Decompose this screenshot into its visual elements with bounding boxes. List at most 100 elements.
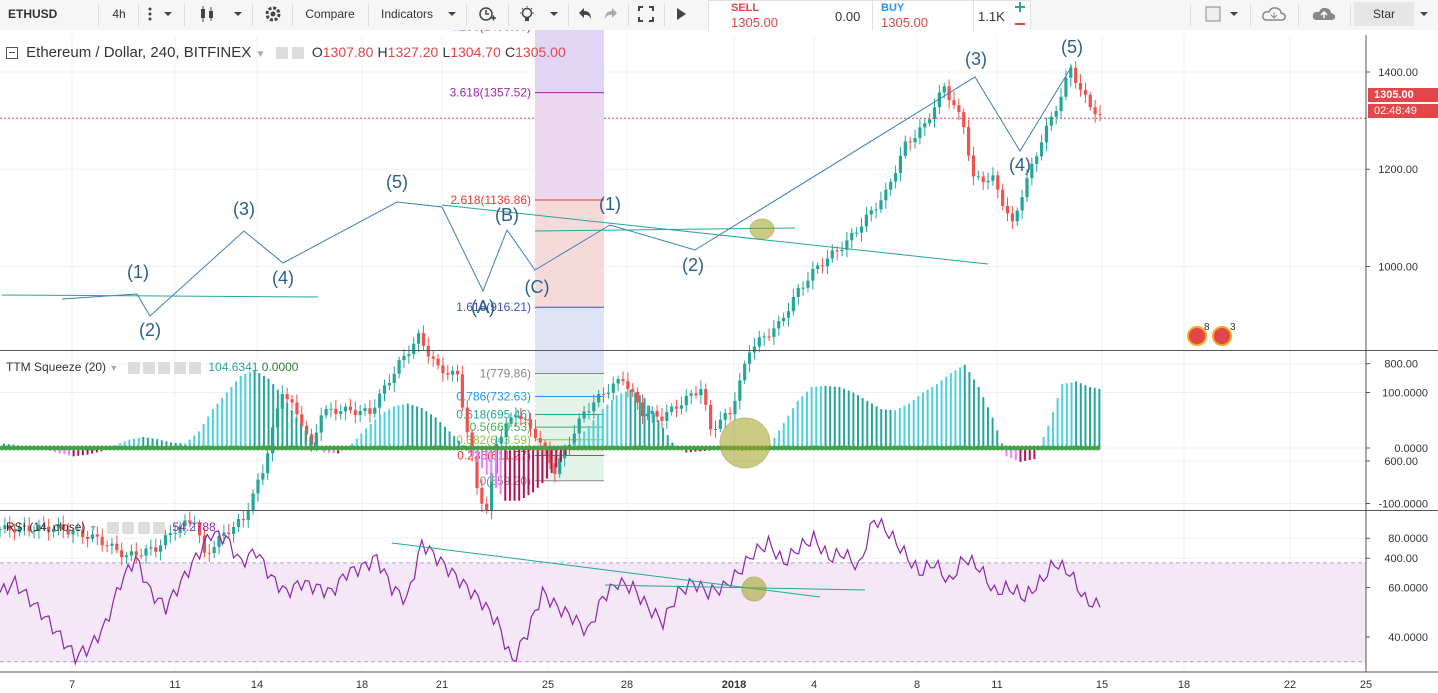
candle-body bbox=[86, 537, 90, 539]
pane-divider[interactable] bbox=[0, 510, 1438, 511]
star-button[interactable]: Star bbox=[1354, 2, 1414, 26]
dots-icon[interactable] bbox=[142, 2, 158, 26]
candle-body bbox=[981, 176, 985, 183]
squeeze-dot bbox=[435, 445, 441, 451]
chevron-down-icon[interactable]: ▼ bbox=[88, 523, 98, 533]
pane-divider[interactable] bbox=[0, 350, 1438, 351]
candle-body bbox=[446, 373, 450, 375]
candle-body bbox=[110, 543, 114, 546]
divider bbox=[664, 4, 665, 26]
squeeze-dot bbox=[391, 445, 397, 451]
close-icon[interactable] bbox=[153, 521, 165, 534]
chevron-down-icon[interactable] bbox=[546, 2, 562, 26]
x-tick-label: 4 bbox=[811, 679, 817, 691]
symbol-input[interactable]: ETHUSD bbox=[8, 7, 58, 21]
cloud-down-icon[interactable] bbox=[1258, 2, 1290, 26]
candle-body bbox=[295, 402, 299, 415]
x-tick-label: 25 bbox=[1360, 679, 1372, 691]
candle-body bbox=[163, 535, 168, 546]
close-icon[interactable] bbox=[189, 361, 202, 374]
candle-body bbox=[81, 529, 85, 538]
eye-icon[interactable] bbox=[275, 47, 288, 60]
squeeze-dot bbox=[463, 445, 469, 451]
eye-icon[interactable] bbox=[106, 521, 119, 534]
chevron-down-icon[interactable] bbox=[230, 2, 246, 26]
squeeze-dot bbox=[223, 445, 229, 451]
squeeze-dot bbox=[1051, 445, 1057, 451]
squeeze-dot bbox=[647, 445, 653, 451]
candle-body bbox=[56, 524, 61, 529]
divider bbox=[1298, 4, 1299, 26]
candle-body bbox=[173, 532, 177, 534]
sell-box[interactable]: SELL 1305.00 bbox=[708, 0, 828, 34]
squeeze-dot bbox=[959, 445, 965, 451]
fib-zone bbox=[535, 307, 604, 374]
minus-icon[interactable] bbox=[1014, 18, 1030, 34]
alert-icon[interactable] bbox=[474, 2, 500, 26]
buy-box[interactable]: BUY 1305.00 bbox=[872, 0, 974, 34]
candle-body bbox=[105, 545, 109, 547]
gear-icon[interactable] bbox=[122, 521, 135, 534]
squeeze-dot bbox=[167, 445, 173, 451]
redo-icon[interactable] bbox=[600, 2, 622, 26]
squeeze-dot bbox=[1019, 445, 1025, 451]
play-icon[interactable] bbox=[670, 2, 692, 26]
candles-icon[interactable] bbox=[196, 2, 218, 26]
undo-icon[interactable] bbox=[574, 2, 596, 26]
y-tick-label: 1000.00 bbox=[1378, 261, 1418, 273]
candle-body bbox=[558, 458, 562, 474]
chevron-down-icon[interactable]: ▼ bbox=[255, 49, 266, 60]
gear-icon[interactable] bbox=[143, 361, 155, 374]
squeeze-dot bbox=[75, 445, 81, 451]
candle-body bbox=[616, 378, 620, 384]
squeeze-dot bbox=[239, 445, 245, 451]
chart-canvas[interactable]: 4.236(1493.89) 3.618(1357.52) 2.618(1136.8… bbox=[0, 30, 1438, 693]
candle-body bbox=[402, 355, 406, 361]
squeeze-dot bbox=[407, 445, 413, 451]
cloud-up-icon[interactable] bbox=[1308, 2, 1340, 26]
squeeze-dot bbox=[775, 445, 781, 451]
squeeze-dot bbox=[267, 445, 273, 451]
collapse-icon[interactable] bbox=[6, 47, 18, 60]
squeeze-dot bbox=[951, 445, 957, 451]
squeeze-dot bbox=[523, 445, 529, 451]
squeeze-dot bbox=[135, 445, 141, 451]
squeeze-dot bbox=[1015, 445, 1021, 451]
gear-icon[interactable] bbox=[291, 47, 304, 60]
chevron-down-icon[interactable]: ▼ bbox=[109, 363, 119, 373]
rsi-title: RSI (14, close) bbox=[6, 520, 86, 534]
compare-button[interactable]: Compare bbox=[305, 7, 355, 21]
box-icon[interactable] bbox=[1202, 2, 1224, 26]
rsi-trend-line bbox=[604, 584, 866, 591]
interval-selector[interactable]: 4h bbox=[112, 7, 126, 21]
candle-body bbox=[431, 356, 435, 359]
fullscreen-icon[interactable] bbox=[634, 2, 658, 26]
event-flags[interactable]: 8 3 bbox=[1186, 322, 1236, 346]
indicators-button[interactable]: Indicators bbox=[380, 7, 434, 21]
chevron-down-icon[interactable] bbox=[1226, 2, 1242, 26]
plus-icon[interactable] bbox=[137, 521, 150, 534]
squeeze-dot bbox=[395, 445, 401, 451]
eye-icon[interactable] bbox=[127, 361, 140, 374]
bulb-icon[interactable] bbox=[516, 2, 538, 26]
chevron-down-icon[interactable] bbox=[444, 2, 460, 26]
x-tick-label: 8 bbox=[914, 679, 920, 691]
squeeze-dot bbox=[103, 445, 109, 451]
fib-level-label: 3.618(1357.52) bbox=[450, 86, 531, 100]
candle-body bbox=[232, 526, 236, 535]
divider bbox=[568, 4, 569, 26]
candle-body bbox=[626, 381, 630, 390]
squeeze-dot bbox=[27, 445, 33, 451]
chevron-down-icon[interactable] bbox=[160, 2, 176, 26]
candle-body bbox=[256, 479, 260, 494]
squeeze-dot bbox=[55, 445, 61, 451]
squeeze-dot bbox=[51, 445, 57, 451]
gear-icon[interactable] bbox=[262, 2, 284, 26]
plus-icon[interactable] bbox=[173, 361, 186, 374]
x-tick-label: 18 bbox=[356, 679, 368, 691]
braces-icon[interactable] bbox=[158, 361, 171, 374]
quantity-box[interactable]: 1.1K bbox=[973, 0, 1031, 34]
chevron-down-icon[interactable] bbox=[1416, 2, 1432, 26]
squeeze-dot bbox=[711, 445, 717, 451]
plus-icon[interactable] bbox=[1014, 1, 1030, 17]
